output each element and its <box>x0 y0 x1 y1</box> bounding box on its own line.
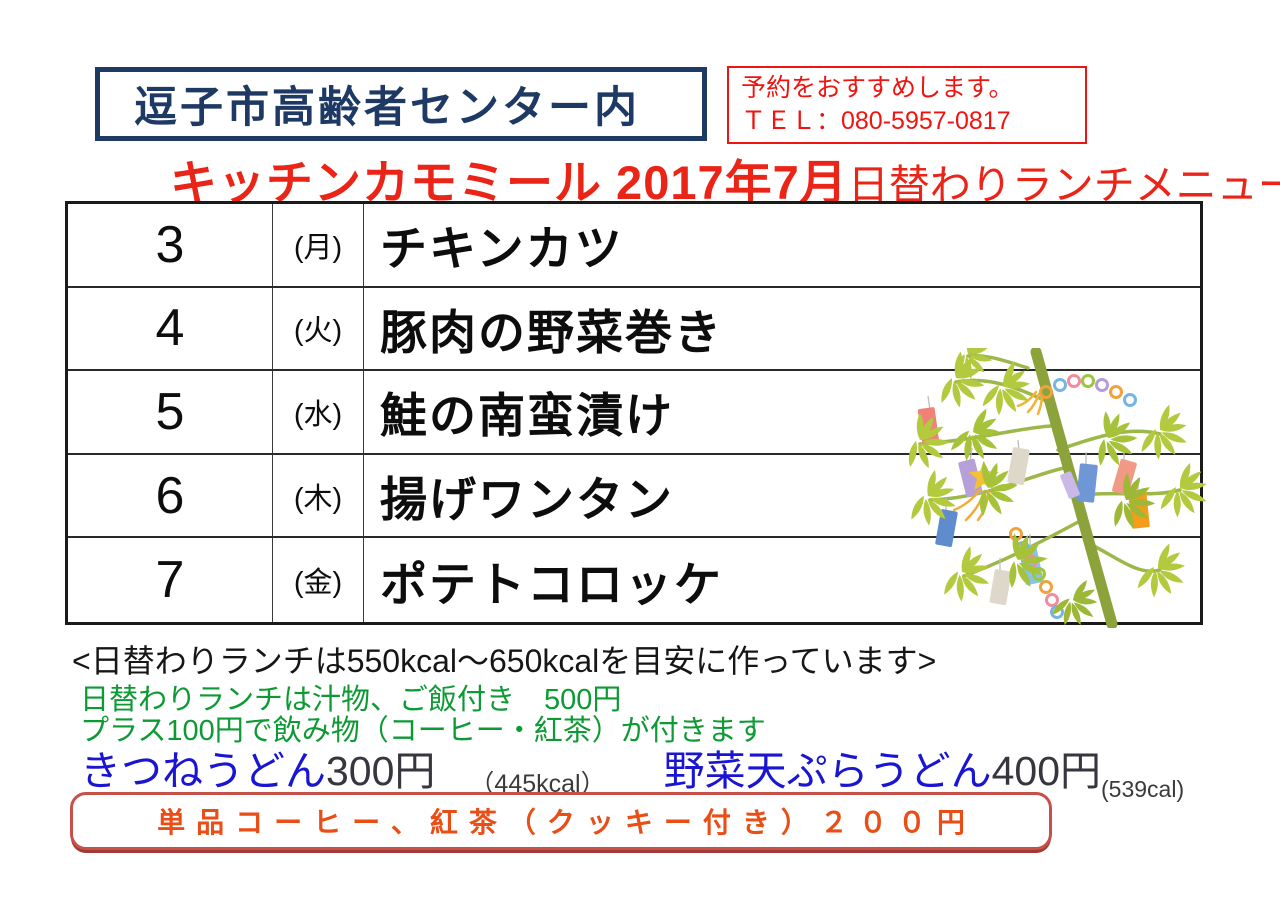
kitsune-udon-name: きつねうどん <box>80 748 326 794</box>
table-row: 7 (金) ポテトコロッケ <box>68 538 1200 622</box>
dish-cell: 鮭の南蛮漬け <box>380 389 674 443</box>
date-cell: 4 <box>68 287 273 370</box>
weekday-cell: (金) <box>273 538 364 622</box>
tempura-udon-price: 400円 <box>991 748 1102 794</box>
dish-cell: 揚げワンタン <box>380 473 674 527</box>
phone-number: ＴＥＬ：080-5957-0817 <box>741 107 1011 135</box>
date-cell: 5 <box>68 371 273 453</box>
facility-name: 逗子市高齢者センター内 <box>134 84 640 132</box>
weekday-cell: (月) <box>273 204 364 286</box>
lunch-price-note: 日替わりランチは汁物、ご飯付き 500円 <box>80 684 622 716</box>
table-row: 5 (水) 鮭の南蛮漬け <box>68 371 1200 455</box>
date-cell: 7 <box>68 538 273 622</box>
weekday-cell: (水) <box>273 371 364 453</box>
drink-option-note: プラス100円で飲み物（コーヒー・紅茶）が付きます <box>80 715 766 747</box>
kitsune-udon-price: 300円 <box>326 748 436 794</box>
tempura-udon-kcal: (539cal) <box>1101 776 1185 802</box>
dish-cell: ポテトコロッケ <box>380 557 723 611</box>
table-row: 4 (火) 豚肉の野菜巻き <box>68 287 1200 372</box>
weekday-cell: (火) <box>273 287 364 370</box>
weekday-cell: (木) <box>273 454 364 537</box>
tanabata-bamboo-illustration <box>868 348 1213 628</box>
page-title: キッチンカモミール 2017年7月 日替わりランチメニュー <box>170 144 1280 213</box>
dish-cell: チキンカツ <box>380 222 624 276</box>
coffee-tea-price-text: 単品コーヒー、紅茶（クッキー付き）２００円 <box>157 807 976 838</box>
title-shop-and-month: キッチンカモミール 2017年7月 <box>170 156 848 209</box>
reservation-box: 予約をおすすめします。 ＴＥＬ：080-5957-0817 <box>727 66 1087 144</box>
coffee-tea-price-box: 単品コーヒー、紅茶（クッキー付き）２００円 <box>70 792 1052 850</box>
date-cell: 6 <box>68 454 273 537</box>
table-row: 6 (木) 揚げワンタン <box>68 454 1200 539</box>
udon-price-line: きつねうどん 300円 （445kcal） 野菜天ぷらうどん 400円 (539… <box>80 737 1184 802</box>
facility-name-box: 逗子市高齢者センター内 <box>95 67 707 141</box>
date-cell: 3 <box>68 204 273 286</box>
tempura-udon-name: 野菜天ぷらうどん <box>663 748 992 794</box>
title-menu-label: 日替わりランチメニュー <box>847 162 1280 208</box>
table-row: 3 (月) チキンカツ <box>68 204 1200 288</box>
reservation-note: 予約をおすすめします。 <box>741 74 1014 102</box>
kcal-guideline-note: <日替わりランチは550kcal～650kcalを目安に作っています> <box>72 643 937 679</box>
dish-cell: 豚肉の野菜巻き <box>380 305 723 359</box>
